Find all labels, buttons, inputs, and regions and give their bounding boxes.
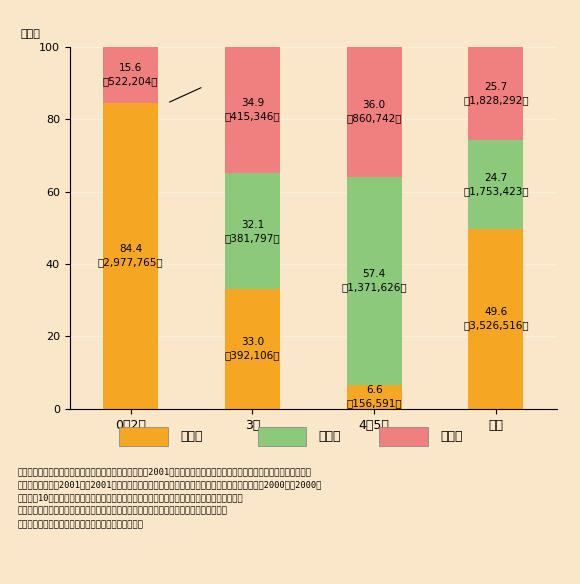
FancyBboxPatch shape	[258, 427, 306, 446]
Text: 34.9
（415,346）: 34.9 （415,346）	[224, 98, 280, 121]
Text: 家庭等: 家庭等	[180, 430, 203, 443]
Text: 15.6
（522,204）: 15.6 （522,204）	[103, 63, 158, 86]
Text: 6.6
（156,591）: 6.6 （156,591）	[346, 385, 402, 408]
Text: 36.0
（860,742）: 36.0 （860,742）	[346, 100, 402, 123]
Bar	[347, 47, 401, 177]
Text: 57.4
（1,371,626）: 57.4 （1,371,626）	[341, 269, 407, 293]
Y-axis label: （％）: （％）	[21, 29, 41, 40]
Text: 49.6
（3,526,516）: 49.6 （3,526,516）	[463, 307, 529, 331]
Bar	[347, 385, 401, 409]
Bar	[225, 289, 280, 409]
Text: （備考）１．「保育所利用児童数」は厚生労働省調べ（2001年４月１日現在）、「幼稚園児数」は文部科学省「学校基本
　　　　調査」（2001年、2001年５月１日: （備考）１．「保育所利用児童数」は厚生労働省調べ（2001年４月１日現在）、「幼…	[17, 467, 322, 529]
FancyBboxPatch shape	[119, 427, 168, 446]
Bar	[347, 177, 401, 385]
Text: 保育所: 保育所	[440, 430, 463, 443]
Text: 幼稚園: 幼稚園	[318, 430, 341, 443]
Bar	[103, 103, 158, 409]
Text: 33.0
（392,106）: 33.0 （392,106）	[224, 338, 280, 361]
FancyBboxPatch shape	[379, 427, 428, 446]
Text: 25.7
（1,828,292）: 25.7 （1,828,292）	[463, 82, 529, 105]
Text: 32.1
（381,797）: 32.1 （381,797）	[224, 220, 280, 243]
Bar	[469, 140, 523, 229]
Bar	[103, 47, 158, 103]
Text: 24.7
（1,753,423）: 24.7 （1,753,423）	[463, 173, 529, 196]
Bar	[469, 229, 523, 409]
Bar	[469, 47, 523, 140]
Bar	[225, 173, 280, 289]
Bar	[225, 47, 280, 173]
Text: 84.4
（2,977,765）: 84.4 （2,977,765）	[97, 244, 164, 267]
